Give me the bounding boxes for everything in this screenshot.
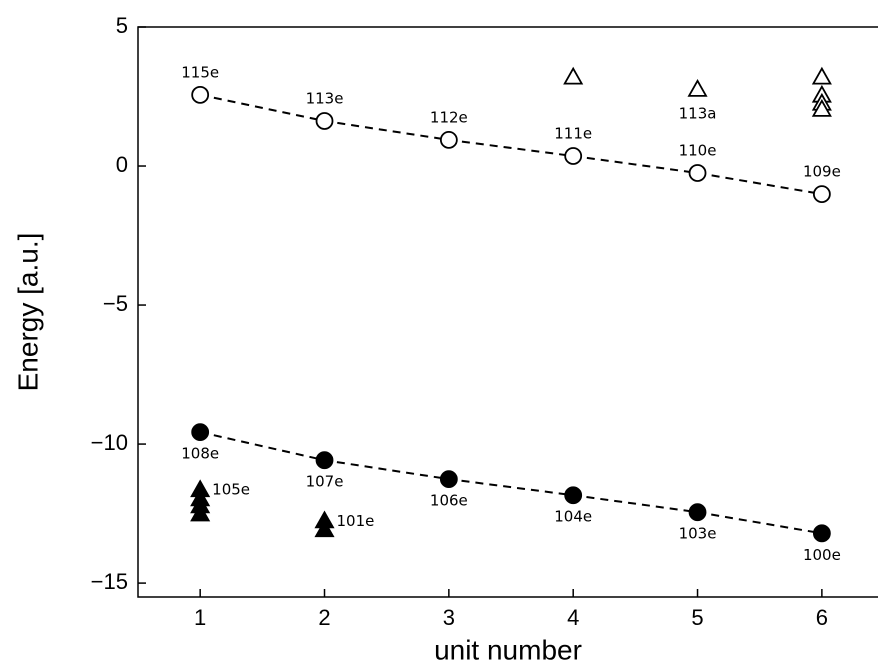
point — [317, 113, 333, 129]
point — [814, 186, 830, 202]
point-label: 109e — [803, 163, 841, 181]
point-label: 107e — [306, 473, 344, 491]
point-label: 115e — [181, 63, 219, 81]
point — [814, 525, 830, 541]
point-label: 113a — [679, 104, 717, 122]
point-label: 103e — [679, 525, 717, 543]
y-axis-label: Energy [a.u.] — [12, 233, 43, 392]
point-label: 104e — [554, 508, 592, 526]
point — [565, 69, 582, 84]
point-label: 100e — [803, 546, 841, 564]
point-label: 113e — [306, 89, 344, 107]
x-tick-label: 2 — [318, 605, 330, 630]
point — [441, 132, 457, 148]
x-tick-label: 4 — [567, 605, 579, 630]
x-tick-label: 3 — [443, 605, 455, 630]
point-label: 101e — [337, 512, 375, 530]
point — [690, 165, 706, 181]
x-tick-label: 6 — [816, 605, 828, 630]
y-tick-label: 5 — [116, 13, 128, 38]
point-label: 106e — [430, 492, 468, 510]
y-tick-label: 0 — [116, 152, 128, 177]
x-tick-label: 5 — [691, 605, 703, 630]
point-label: 110e — [679, 141, 717, 159]
x-axis-label: unit number — [434, 634, 582, 665]
plot-frame — [138, 27, 878, 597]
point — [813, 69, 830, 84]
point-label: 105e — [212, 481, 250, 499]
series-line — [200, 95, 822, 194]
point-label: 112e — [430, 108, 468, 126]
y-tick-label: −15 — [91, 569, 128, 594]
point-label: 111e — [554, 125, 592, 143]
point — [441, 471, 457, 487]
x-tick-label: 1 — [194, 605, 206, 630]
point — [565, 487, 581, 503]
point — [565, 148, 581, 164]
y-tick-label: −10 — [91, 430, 128, 455]
point — [689, 81, 706, 96]
series-line — [200, 432, 822, 533]
point — [192, 87, 208, 103]
point — [192, 424, 208, 440]
point — [317, 452, 333, 468]
chart: unit number Energy [a.u.] 5 0 −5 −10 −15 1 2 3 4… — [0, 0, 878, 668]
point — [690, 504, 706, 520]
y-tick-label: −5 — [103, 291, 128, 316]
point-label: 108e — [181, 445, 219, 463]
